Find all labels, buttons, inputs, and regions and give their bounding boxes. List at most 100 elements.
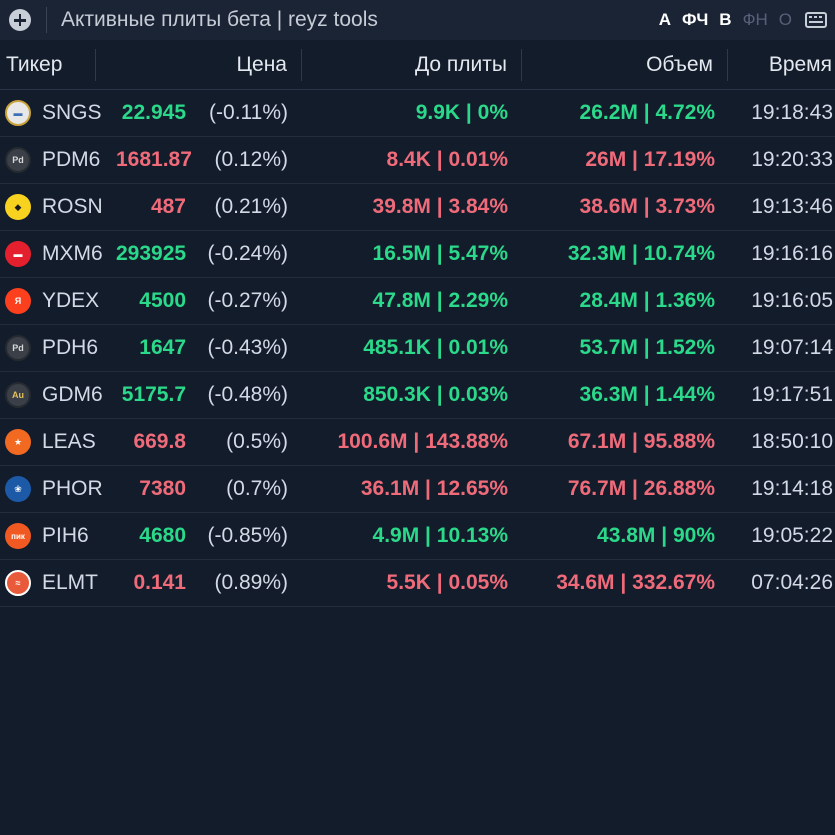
price-cell: 1681.87 (0.12%) [116,148,288,172]
yandex-logo-icon: Я [5,288,31,314]
ticker-cell: SNGS [42,101,102,124]
price-value: 4680 [139,524,186,547]
volume-cell: 26M | 17.19% [585,148,715,171]
volume-cell: 38.6M | 3.73% [579,195,715,218]
price-change: (-0.43%) [207,336,288,359]
volume-cell: 76.7M | 26.88% [567,477,715,500]
plate-cell: 5.5K | 0.05% [386,571,508,594]
time-cell: 19:14:18 [751,477,833,500]
window-title: Активные плиты бета | reyz tools [61,8,378,31]
column-header-time[interactable]: Время [727,48,835,81]
time-cell: 19:16:16 [751,242,833,265]
table-row[interactable]: ❀ PHOR 7380 (0.7%) 36.1M | 12.65% 76.7M | 26.… [0,466,835,513]
column-header-volume[interactable]: Объем [521,48,727,81]
table-row[interactable]: Pd PDH6 1647 (-0.43%) 485.1K | 0.01% 53.7M | … [0,325,835,372]
table-header: Тикер Цена До плиты Объем Время [0,40,835,90]
time-cell: 19:05:22 [751,524,833,547]
price-change: (-0.27%) [207,289,288,312]
table-row[interactable]: Au GDM6 5175.7 (-0.48%) 850.3K | 0.03% 36.3M … [0,372,835,419]
phosagro-logo-icon: ❀ [5,476,31,502]
title-actions: А ФЧ В ФН О [659,0,835,40]
price-cell: 22.945 (-0.11%) [116,101,288,125]
table-row[interactable]: Я YDEX 4500 (-0.27%) 47.8M | 2.29% 28.4M | 1.… [0,278,835,325]
ticker-cell: YDEX [42,289,100,312]
ticker-cell: GDM6 [42,383,103,406]
price-change: (-0.24%) [207,242,288,265]
time-cell: 19:18:43 [751,101,833,124]
price-change: (-0.85%) [207,524,288,547]
time-cell: 19:16:05 [751,289,833,312]
price-change: (0.7%) [226,477,288,500]
price-cell: 7380 (0.7%) [116,477,288,501]
price-cell: 4680 (-0.85%) [116,524,288,548]
column-header-ticker[interactable]: Тикер [6,52,63,76]
plate-cell: 39.8M | 3.84% [372,195,508,218]
ticker-cell: ROSN [42,195,103,218]
price-value: 669.8 [133,430,186,453]
palladium-logo-icon: Pd [5,147,31,173]
plus-circle-icon[interactable] [9,9,31,31]
ticker-cell: PHOR [42,477,103,500]
flag-fch-toggle[interactable]: ФЧ [682,10,709,29]
plate-cell: 8.4K | 0.01% [386,148,508,171]
time-cell: 07:04:26 [751,571,833,594]
price-cell: 0.141 (0.89%) [116,571,288,595]
elmt-logo-icon: ≈ [5,570,31,596]
table-row[interactable]: пик PIH6 4680 (-0.85%) 4.9M | 10.13% 43.8M | … [0,513,835,560]
title-divider [46,7,47,33]
column-header-plate[interactable]: До плиты [301,48,521,81]
title-bar: Активные плиты бета | reyz tools А ФЧ В … [0,0,835,40]
volume-cell: 26.2M | 4.72% [579,101,715,124]
table-row[interactable]: ▬ SNGS 22.945 (-0.11%) 9.9K | 0% 26.2M | 4.72… [0,90,835,137]
time-cell: 19:13:46 [751,195,833,218]
ticker-cell: PDH6 [42,336,99,359]
palladium-logo-icon: Pd [5,335,31,361]
volume-cell: 53.7M | 1.52% [579,336,715,359]
plate-cell: 47.8M | 2.29% [372,289,508,312]
price-cell: 5175.7 (-0.48%) [116,383,288,407]
pik-logo-icon: пик [5,523,31,549]
price-cell: 293925 (-0.24%) [116,242,288,266]
price-value: 0.141 [133,571,186,594]
ticker-cell: PDM6 [42,148,101,171]
price-cell: 487 (0.21%) [116,195,288,219]
price-change: (0.5%) [226,430,288,453]
volume-cell: 28.4M | 1.36% [579,289,715,312]
moex-logo-icon: ▬ [5,241,31,267]
table-body: ▬ SNGS 22.945 (-0.11%) 9.9K | 0% 26.2M | 4.72… [0,90,835,607]
keyboard-icon[interactable] [805,12,827,28]
price-value: 487 [150,195,186,218]
volume-cell: 32.3M | 10.74% [567,242,715,265]
column-header-price[interactable]: Цена [95,48,301,81]
price-cell: 1647 (-0.43%) [116,336,288,360]
flag-o-toggle[interactable]: О [778,10,792,29]
rosneft-logo-icon: ◆ [5,194,31,220]
volume-cell: 43.8M | 90% [597,524,715,547]
price-value: 4500 [139,289,186,312]
ticker-cell: PIH6 [42,524,89,547]
flag-fn-toggle[interactable]: ФН [742,10,768,29]
ticker-cell: ELMT [42,571,99,594]
ticker-cell: LEAS [42,430,96,453]
flag-a-toggle[interactable]: А [658,10,672,29]
flag-v-toggle[interactable]: В [719,10,732,29]
price-change: (0.89%) [214,571,288,594]
price-value: 5175.7 [121,383,186,406]
price-change: (-0.11%) [209,101,288,124]
table-row[interactable]: Pd PDM6 1681.87 (0.12%) 8.4K | 0.01% 26M | 17… [0,137,835,184]
table-row[interactable]: ★ LEAS 669.8 (0.5%) 100.6M | 143.88% 67.1M | … [0,419,835,466]
price-value: 22.945 [121,101,186,124]
time-cell: 19:20:33 [751,148,833,171]
price-change: (0.21%) [214,195,288,218]
table-row[interactable]: ◆ ROSN 487 (0.21%) 39.8M | 3.84% 38.6M | 3.73… [0,184,835,231]
plate-cell: 100.6M | 143.88% [337,430,509,453]
plate-cell: 4.9M | 10.13% [372,524,508,547]
plate-cell: 9.9K | 0% [415,101,508,124]
table-row[interactable]: ▬ MXM6 293925 (-0.24%) 16.5M | 5.47% 32.3M | … [0,231,835,278]
europlan-logo-icon: ★ [5,429,31,455]
volume-cell: 34.6M | 332.67% [556,571,715,594]
table-row[interactable]: ≈ ELMT 0.141 (0.89%) 5.5K | 0.05% 34.6M | 332… [0,560,835,607]
time-cell: 19:07:14 [751,336,833,359]
price-change: (-0.48%) [207,383,288,406]
